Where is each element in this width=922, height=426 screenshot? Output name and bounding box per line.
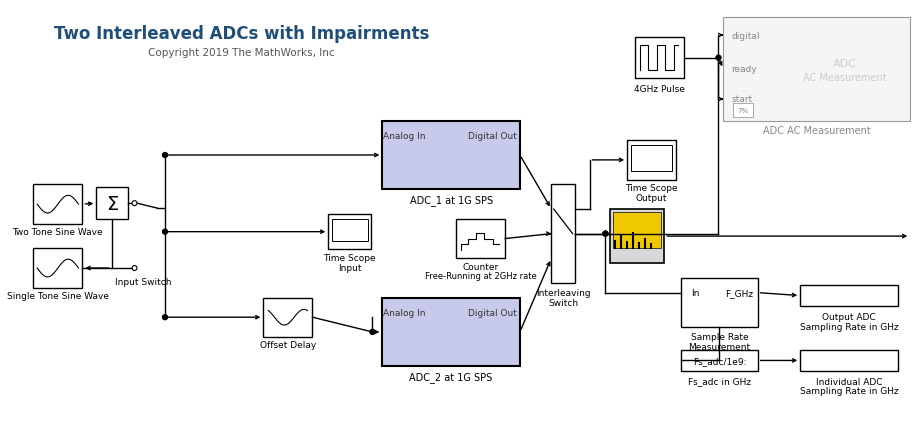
Text: ADC_1 at 1G SPS: ADC_1 at 1G SPS: [409, 194, 492, 205]
Bar: [383, 298, 520, 366]
Bar: [610, 210, 665, 264]
Bar: [733, 104, 753, 118]
Circle shape: [162, 315, 168, 320]
Text: Input: Input: [338, 263, 361, 272]
Bar: [383, 121, 520, 190]
Text: Offset Delay: Offset Delay: [260, 340, 316, 349]
Text: 4GHz Pulse: 4GHz Pulse: [634, 84, 685, 93]
Text: start: start: [731, 95, 752, 104]
Text: Time Scope: Time Scope: [324, 253, 376, 262]
Text: Input Switch: Input Switch: [115, 278, 171, 287]
Text: Fs_adc/1e9:: Fs_adc/1e9:: [692, 356, 746, 365]
Text: Output ADC: Output ADC: [822, 312, 876, 321]
Bar: [33, 249, 82, 288]
Bar: [681, 350, 758, 371]
Circle shape: [716, 56, 721, 61]
Text: Digital Out: Digital Out: [468, 132, 517, 141]
Bar: [456, 219, 505, 259]
Text: Fs_adc in GHz: Fs_adc in GHz: [688, 377, 751, 386]
Bar: [681, 278, 758, 327]
Text: ADC: ADC: [833, 59, 857, 69]
Text: Sample Rate: Sample Rate: [691, 333, 749, 342]
Bar: [613, 213, 661, 249]
Text: Two Interleaved ADCs with Impairments: Two Interleaved ADCs with Impairments: [54, 25, 430, 43]
Bar: [328, 214, 372, 250]
Text: Switch: Switch: [548, 298, 578, 307]
Text: F_GHz: F_GHz: [725, 288, 753, 297]
Circle shape: [162, 230, 168, 235]
Bar: [96, 188, 127, 219]
Circle shape: [603, 232, 608, 236]
Bar: [33, 185, 82, 224]
Bar: [332, 219, 368, 241]
Bar: [800, 285, 898, 307]
Text: In: In: [691, 288, 700, 297]
Circle shape: [132, 266, 137, 271]
Text: Copyright 2019 The MathWorks, Inc: Copyright 2019 The MathWorks, Inc: [148, 48, 335, 58]
Text: 7%: 7%: [738, 107, 749, 113]
Circle shape: [370, 330, 375, 334]
Text: Two Tone Sine Wave: Two Tone Sine Wave: [13, 227, 103, 236]
Text: Sampling Rate in GHz: Sampling Rate in GHz: [800, 322, 899, 331]
Text: Interleaving: Interleaving: [536, 288, 590, 297]
Bar: [627, 141, 676, 180]
Text: ready: ready: [731, 65, 757, 74]
Text: ADC_2 at 1G SPS: ADC_2 at 1G SPS: [409, 371, 492, 382]
Bar: [635, 38, 684, 79]
Text: Single Tone Sine Wave: Single Tone Sine Wave: [6, 291, 109, 300]
Circle shape: [162, 153, 168, 158]
Text: AC Measurement: AC Measurement: [803, 73, 887, 83]
Bar: [724, 18, 910, 121]
Text: Σ: Σ: [106, 194, 118, 213]
Text: Free-Running at 2GHz rate: Free-Running at 2GHz rate: [425, 272, 537, 281]
Text: Analog In: Analog In: [383, 132, 425, 141]
Bar: [551, 185, 575, 283]
Text: ADC AC Measurement: ADC AC Measurement: [762, 126, 870, 136]
Bar: [264, 298, 313, 337]
Text: Time Scope: Time Scope: [625, 184, 678, 193]
Text: Sampling Rate in GHz: Sampling Rate in GHz: [800, 386, 899, 395]
Text: Analog In: Analog In: [383, 308, 425, 317]
Text: Individual ADC: Individual ADC: [816, 377, 882, 386]
Bar: [800, 350, 898, 371]
Circle shape: [603, 232, 608, 236]
Circle shape: [132, 201, 137, 206]
Text: Measurement: Measurement: [689, 343, 751, 351]
Bar: [631, 146, 672, 171]
Text: Counter: Counter: [463, 262, 499, 271]
Text: digital: digital: [731, 32, 760, 40]
Text: Output: Output: [636, 193, 668, 202]
Text: Digital Out: Digital Out: [468, 308, 517, 317]
